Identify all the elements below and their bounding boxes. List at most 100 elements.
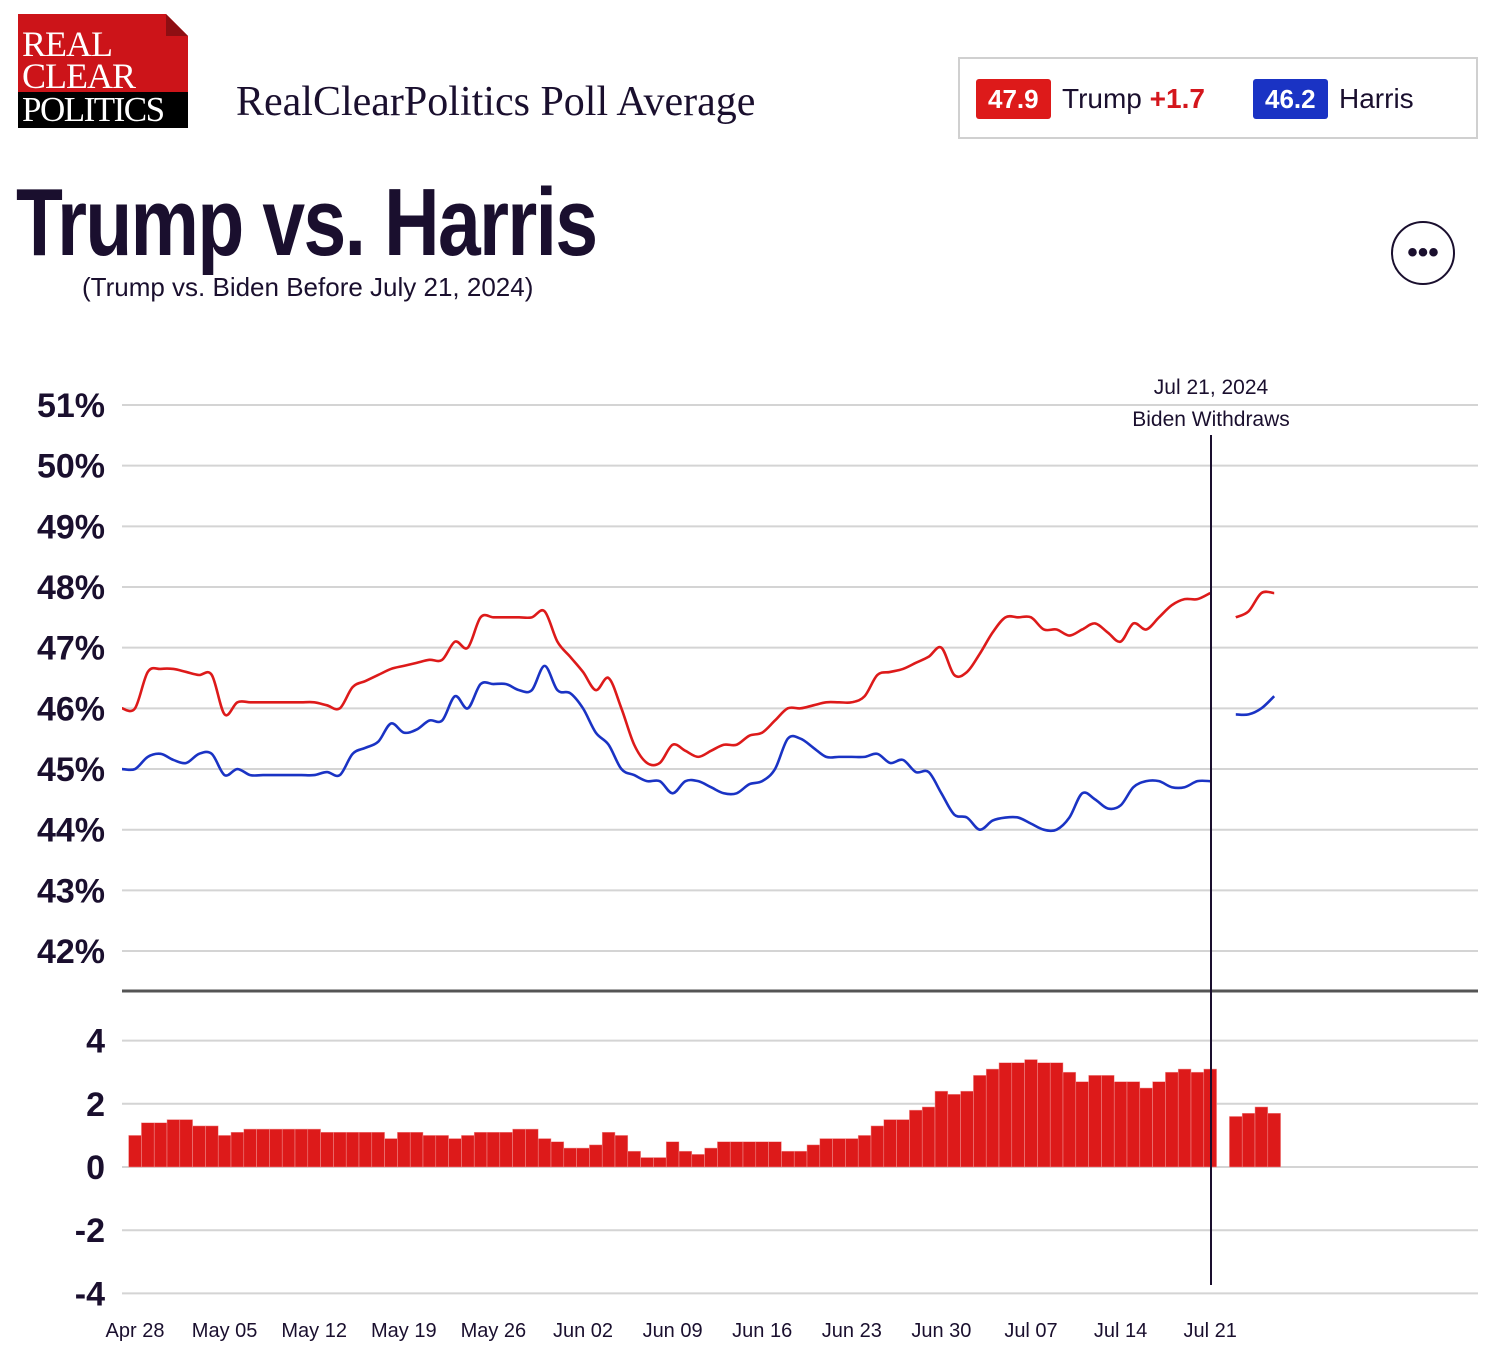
- spread-bar: [832, 1138, 846, 1168]
- spread-bar: [1037, 1062, 1051, 1168]
- x-tick-label: May 05: [192, 1320, 258, 1342]
- spread-bar: [691, 1154, 705, 1168]
- spread-bar: [358, 1131, 373, 1168]
- spread-bar: [1101, 1075, 1115, 1168]
- x-tick-label: Apr 28: [106, 1320, 165, 1342]
- spread-bar: [755, 1141, 769, 1168]
- spread-bar: [870, 1125, 885, 1168]
- spread-bar: [729, 1141, 744, 1168]
- more-horizontal-icon: •••: [1407, 236, 1439, 269]
- spread-bar: [461, 1135, 475, 1168]
- spread-bar: [192, 1125, 206, 1168]
- spread-bar: [512, 1128, 526, 1168]
- x-tick-label: Jun 02: [553, 1320, 613, 1342]
- spread-bar: [781, 1150, 795, 1168]
- more-options-button[interactable]: •••: [1391, 221, 1455, 285]
- x-tick-label: Jun 23: [822, 1320, 882, 1342]
- spread-bar: [128, 1135, 142, 1168]
- bar-y-tick-label: 0: [86, 1149, 105, 1187]
- spread-bar: [1011, 1062, 1025, 1168]
- spread-bar: [717, 1141, 731, 1168]
- spread-bar: [1024, 1059, 1038, 1168]
- bar-y-tick-label: -2: [75, 1212, 105, 1250]
- harris-name: Harris: [1339, 83, 1414, 114]
- spread-bar: [1190, 1071, 1205, 1168]
- spread-bar: [153, 1122, 168, 1168]
- spread-bar: [1165, 1071, 1179, 1168]
- spread-bar: [1254, 1106, 1269, 1168]
- spread-bar: [525, 1128, 539, 1168]
- logo-text-politics: POLITICS: [22, 90, 165, 129]
- x-tick-label: May 19: [371, 1320, 437, 1342]
- spread-bar: [896, 1119, 910, 1168]
- spread-bar: [205, 1125, 219, 1168]
- y-tick-label: 49%: [37, 508, 105, 546]
- spread-bar: [230, 1131, 245, 1168]
- spread-bar: [845, 1138, 859, 1168]
- spread-bar: [653, 1157, 667, 1168]
- site-title: RealClearPolitics Poll Average: [236, 79, 756, 125]
- spread-bar: [665, 1141, 680, 1168]
- y-tick-label: 47%: [37, 630, 105, 668]
- spread-bar: [550, 1141, 565, 1168]
- spread-bar: [499, 1131, 513, 1168]
- trump-name: Trump: [1062, 83, 1142, 114]
- spread-bar: [883, 1119, 897, 1168]
- spread-bar: [960, 1090, 974, 1168]
- spread-bar: [909, 1109, 923, 1168]
- spread-bar: [294, 1128, 309, 1168]
- spread-bar: [1241, 1113, 1256, 1168]
- spread-bar: [563, 1147, 577, 1168]
- logo-black-band: [18, 92, 188, 128]
- spread-bar: [589, 1144, 603, 1168]
- spread-bar: [1229, 1116, 1243, 1168]
- spread-bar: [179, 1119, 193, 1168]
- y-tick-label: 50%: [37, 448, 105, 486]
- spread-bar: [1126, 1081, 1141, 1168]
- y-tick-label: 42%: [37, 933, 105, 971]
- spread-bar: [601, 1131, 616, 1168]
- spread-bar: [537, 1138, 552, 1168]
- spread-bar: [921, 1106, 936, 1168]
- page-title: Trump vs. Harris: [16, 169, 598, 276]
- trump-value-badge: 47.9: [976, 79, 1051, 119]
- x-tick-label: Jun 09: [643, 1320, 703, 1342]
- spread-bar: [1139, 1087, 1153, 1168]
- x-tick-label: Jul 07: [1004, 1320, 1057, 1342]
- spread-bar: [998, 1062, 1013, 1168]
- spread-bar: [141, 1122, 155, 1168]
- spread-bar: [384, 1138, 398, 1168]
- spread-bar: [166, 1119, 181, 1168]
- y-tick-label: 44%: [37, 812, 105, 850]
- spread-bar: [448, 1138, 462, 1168]
- spread-bar: [422, 1135, 437, 1168]
- trump-legend-label: Trump +1.7: [1062, 79, 1205, 119]
- spread-bar: [320, 1131, 334, 1168]
- spread-bar: [397, 1131, 411, 1168]
- spread-bar: [243, 1128, 257, 1168]
- spread-bar: [704, 1147, 718, 1168]
- y-tick-label: 46%: [37, 690, 105, 728]
- spread-bar: [640, 1157, 654, 1168]
- spread-bar: [985, 1068, 1000, 1168]
- x-tick-label: Jul 14: [1094, 1320, 1147, 1342]
- biden-harris-line: [1235, 695, 1276, 717]
- spread-bar: [1267, 1113, 1281, 1168]
- trump-lead: +1.7: [1149, 83, 1205, 114]
- spread-bar: [217, 1135, 232, 1168]
- x-tick-label: Jul 21: [1184, 1320, 1237, 1342]
- rcp-logo[interactable]: REAL CLEAR POLITICS: [18, 14, 188, 128]
- spread-bar: [281, 1128, 296, 1168]
- spread-bar: [486, 1131, 501, 1168]
- spread-bar: [1075, 1081, 1089, 1168]
- spread-bar: [256, 1128, 270, 1168]
- y-tick-label: 43%: [37, 872, 105, 910]
- spread-bar: [345, 1131, 360, 1168]
- biden-harris-line: [121, 664, 1211, 833]
- spread-bar: [742, 1141, 757, 1168]
- page-subtitle: (Trump vs. Biden Before July 21, 2024): [82, 272, 534, 302]
- spread-bar: [1088, 1075, 1102, 1168]
- spread-bar: [307, 1128, 321, 1168]
- spread-bar: [473, 1131, 488, 1168]
- spread-bar: [1049, 1062, 1064, 1168]
